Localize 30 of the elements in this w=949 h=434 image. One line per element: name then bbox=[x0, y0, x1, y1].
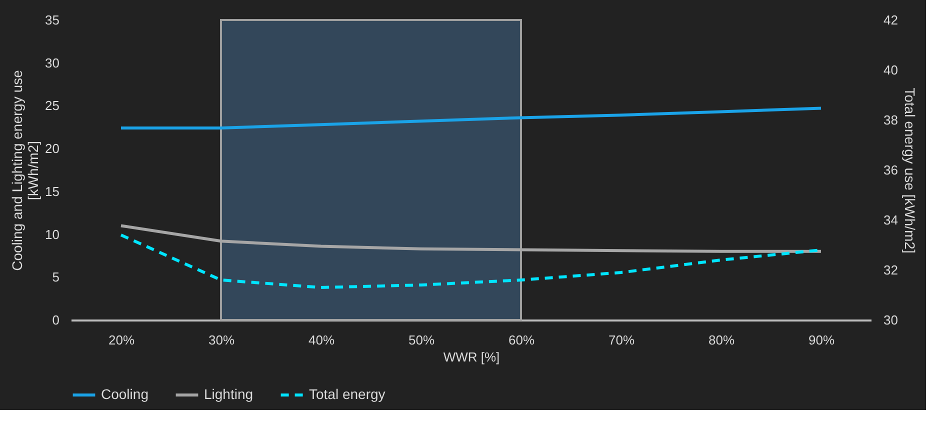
x-tick-label: 90% bbox=[808, 332, 835, 348]
x-tick-label: 30% bbox=[208, 332, 235, 348]
y-tick-label: 0 bbox=[52, 312, 60, 328]
y2-tick-label: 40 bbox=[884, 62, 898, 78]
y2-tick-label: 38 bbox=[884, 112, 898, 128]
y-tick-label: 10 bbox=[45, 226, 60, 242]
y-tick-label: 5 bbox=[52, 270, 60, 285]
x-tick-label: 50% bbox=[408, 332, 435, 348]
y-tick-label: 35 bbox=[45, 12, 60, 28]
legend-label: Lighting bbox=[204, 386, 254, 402]
y-tick-label: 20 bbox=[45, 141, 60, 156]
legend-label: Total energy bbox=[309, 386, 386, 402]
line-series bbox=[120, 106, 822, 130]
x-tick-label: 60% bbox=[508, 332, 535, 348]
y2-tick-label: 42 bbox=[884, 12, 898, 28]
y-tick-label: 30 bbox=[45, 55, 60, 70]
y2-tick-label: 30 bbox=[884, 312, 898, 328]
y-tick-label: 25 bbox=[45, 98, 60, 114]
y-axis-title: Cooling and Lighting energy use [kWh/m2] bbox=[9, 70, 42, 271]
y2-tick-label: 32 bbox=[884, 262, 898, 278]
y2-tick-label: 36 bbox=[884, 162, 898, 178]
x-tick-label: 70% bbox=[608, 332, 635, 348]
x-tick-label: 80% bbox=[708, 332, 735, 348]
x-tick-label: 20% bbox=[108, 332, 135, 348]
legend-label: Cooling bbox=[101, 386, 148, 402]
y2-axis-title: Total energy use [kWh/m2] bbox=[902, 88, 918, 254]
y2-tick-label: 34 bbox=[884, 212, 898, 228]
x-axis-title: WWR [%] bbox=[443, 350, 500, 364]
x-tick-label: 40% bbox=[308, 332, 335, 348]
y-tick-label: 15 bbox=[45, 184, 60, 199]
